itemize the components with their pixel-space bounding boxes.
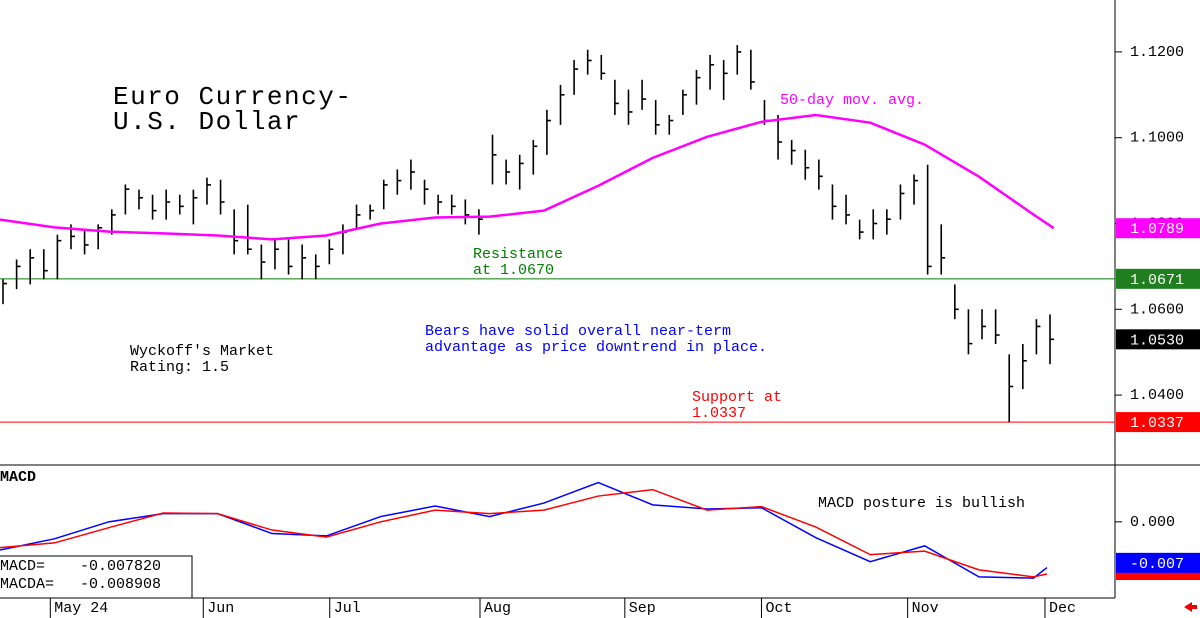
marker-box <box>1116 329 1200 350</box>
x-tick-label: May 24 <box>54 600 108 617</box>
y-tick-label: 1.1200 <box>1130 44 1184 61</box>
moving-average-line <box>0 113 1055 241</box>
legend-box <box>0 555 193 599</box>
macd-line <box>0 488 1048 578</box>
annotation: Wyckoff's Market <box>130 343 274 360</box>
legend-name: MACDA= <box>0 576 54 593</box>
annotation: 1.0337 <box>692 405 746 422</box>
x-tick-label: Oct <box>765 600 792 617</box>
macd-box <box>1116 552 1200 573</box>
x-tick-label: Aug <box>484 600 511 617</box>
marker-label: 1.0789 <box>1130 221 1184 238</box>
x-tick-label: Sep <box>629 600 656 617</box>
annotation: advantage as price downtrend in place. <box>425 339 767 356</box>
annotation: Rating: 1.5 <box>130 359 229 376</box>
annotation: Resistance <box>473 246 563 263</box>
x-tick-label: Jul <box>334 600 361 617</box>
legend-name: MACD= <box>0 558 45 575</box>
x-tick-label: Dec <box>1049 600 1076 617</box>
level-label: 1.0671 <box>1130 272 1184 289</box>
marker-label: 1.0530 <box>1130 332 1184 349</box>
annotation: 50-day mov. avg. <box>780 92 924 109</box>
legend-value: -0.007820 <box>80 558 161 575</box>
chart-title: Euro Currency- <box>113 82 352 112</box>
level-label: 1.0337 <box>1130 415 1184 432</box>
level-box <box>1116 268 1200 289</box>
arrow-icon <box>1184 602 1197 612</box>
macd-box-label: -0.007 <box>1130 556 1184 573</box>
annotation: at 1.0670 <box>473 262 554 279</box>
marker-box <box>1116 218 1200 239</box>
level-box <box>1116 412 1200 433</box>
annotation: Support at <box>692 389 782 406</box>
y-tick-label: 0.000 <box>1130 514 1175 531</box>
x-tick-label: Jun <box>207 600 234 617</box>
annotation: MACD posture is bullish <box>818 495 1025 512</box>
chart-title: U.S. Dollar <box>113 107 301 137</box>
x-tick-label: Nov <box>912 600 939 617</box>
annotation: Bears have solid overall near-term <box>425 323 731 340</box>
y-tick-label: 1.0600 <box>1130 301 1184 318</box>
panel-title: MACD <box>0 469 36 486</box>
y-tick-label: 1.0400 <box>1130 387 1184 404</box>
y-tick-label: 1.1000 <box>1130 130 1184 147</box>
legend-value: -0.008908 <box>80 576 161 593</box>
